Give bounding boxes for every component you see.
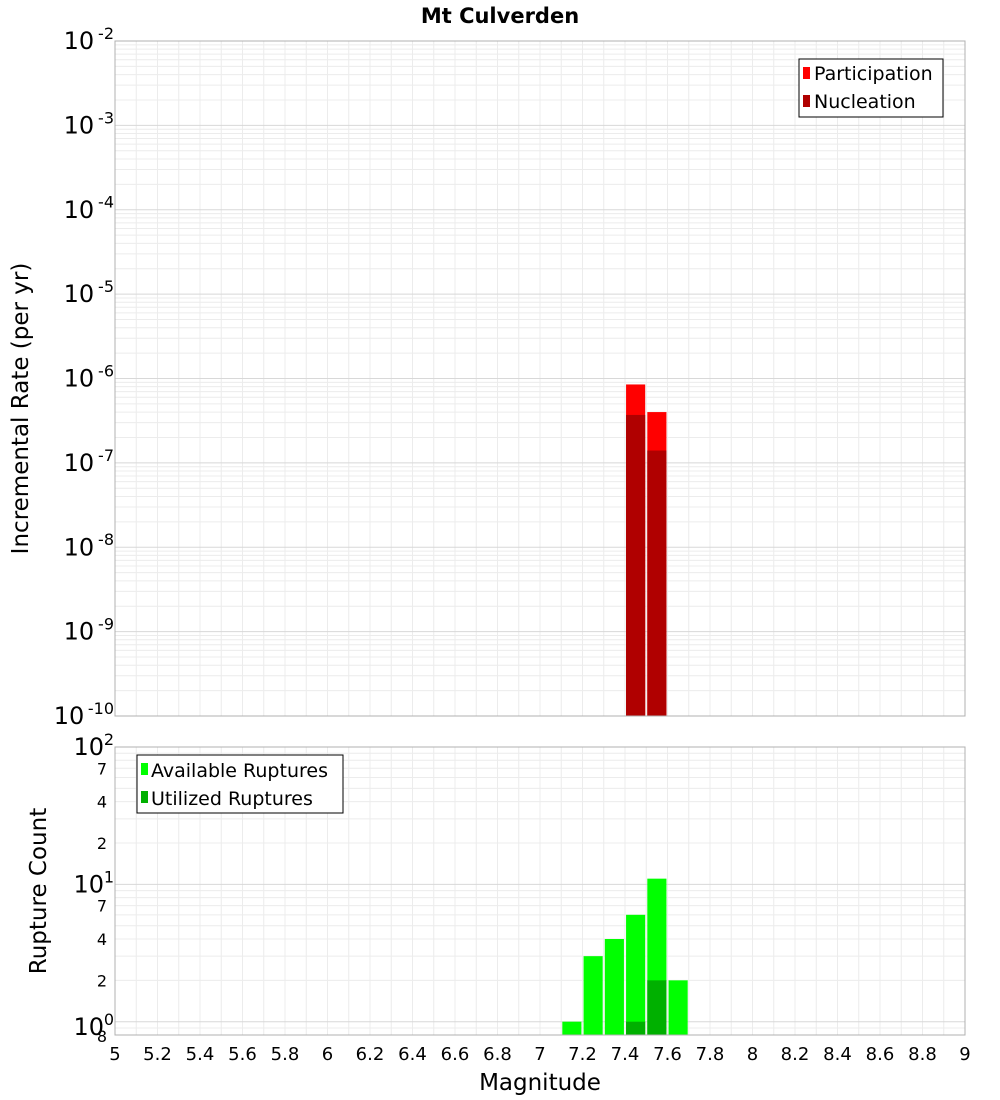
rate-y-tick-label: -910 — [64, 615, 114, 646]
count-legend: Available Ruptures Utilized Ruptures — [136, 754, 344, 814]
x-tick-label: 7 — [534, 1044, 545, 1065]
legend-label: Available Ruptures — [151, 760, 328, 782]
count-y-tick-label-exponent: 2 — [104, 730, 114, 749]
count-plot-frame — [114, 746, 966, 1036]
x-tick-label: 5.4 — [186, 1044, 215, 1065]
legend-swatch — [803, 95, 810, 107]
x-tick-label: 7.2 — [568, 1044, 597, 1065]
rate-plot-frame — [114, 40, 966, 717]
count-y-tick-label: 210 — [74, 730, 114, 761]
rate-y-tick-label-mantissa: 10 — [64, 27, 95, 55]
rate-y-tick-label-exponent: -3 — [98, 108, 114, 127]
legend-swatch — [803, 67, 810, 79]
x-tick-label: 8.2 — [781, 1044, 810, 1065]
count-y-tick-label: 010 — [74, 1010, 114, 1041]
x-tick-label: 8 — [747, 1044, 758, 1065]
x-tick-label: 8.4 — [823, 1044, 852, 1065]
x-axis-label: Magnitude — [479, 1070, 601, 1096]
bar-nucleation — [626, 414, 646, 716]
rate-y-tick-label: -810 — [64, 530, 114, 561]
x-tick-label: 6.6 — [441, 1044, 470, 1065]
bar-available-ruptures — [604, 939, 624, 1035]
rate-y-tick-label-exponent: -2 — [98, 24, 114, 43]
count-y-tick-label-exponent: 0 — [104, 1010, 114, 1029]
bar-utilized-ruptures — [647, 980, 667, 1035]
rate-y-tick-label-exponent: -8 — [98, 530, 114, 549]
bar-available-ruptures — [583, 956, 603, 1035]
x-tick-label: 7.8 — [696, 1044, 725, 1065]
rate-y-tick-label-exponent: -7 — [98, 446, 114, 465]
x-tick-label: 5.2 — [143, 1044, 172, 1065]
count-y-minor-tick-label: 7 — [97, 759, 107, 778]
rate-y-tick-label: -310 — [64, 108, 114, 139]
x-tick-label: 7.6 — [653, 1044, 682, 1065]
rate-legend-box — [798, 58, 944, 118]
count-y-minor-tick-label: 7 — [97, 897, 107, 916]
chart-title: Mt Culverden — [421, 4, 579, 28]
count-y-minor-tick-label: 4 — [97, 793, 107, 812]
rate-panel: -210-310-410-510-610-710-810-910-1010Inc… — [8, 24, 966, 730]
bar-available-ruptures — [626, 914, 646, 1035]
rate-y-tick-label: -610 — [64, 361, 114, 392]
count-y-tick-label-mantissa: 10 — [74, 1013, 105, 1041]
rate-y-tick-label: -210 — [64, 24, 114, 55]
x-tick-label: 9 — [959, 1044, 970, 1065]
rate-y-tick-label: -410 — [64, 193, 114, 224]
count-y-tick-label-mantissa: 10 — [74, 870, 105, 898]
count-legend-box — [136, 754, 344, 814]
bar-utilized-ruptures — [626, 1021, 646, 1035]
count-y-minor-tick-label: 4 — [97, 930, 107, 949]
x-tick-label: 5 — [109, 1044, 120, 1065]
count-y-minor-tick-label: 2 — [97, 834, 107, 853]
x-tick-label: 6.4 — [398, 1044, 427, 1065]
rate-y-tick-label-exponent: -10 — [88, 699, 114, 718]
rate-y-tick-label-exponent: -5 — [98, 277, 114, 296]
rate-y-tick-label: -510 — [64, 277, 114, 308]
x-tick-label: 5.8 — [271, 1044, 300, 1065]
count-y-axis-label: Rupture Count — [26, 808, 52, 974]
rate-y-axis-label: Incremental Rate (per yr) — [8, 263, 34, 555]
legend-swatch — [141, 763, 148, 775]
rate-y-tick-label-mantissa: 10 — [64, 618, 95, 646]
rate-y-tick-label-mantissa: 10 — [64, 280, 95, 308]
rate-legend: Participation Nucleation — [798, 58, 944, 118]
rate-y-tick-label-exponent: -6 — [98, 361, 114, 380]
x-tick-label: 6.2 — [356, 1044, 385, 1065]
legend-label: Utilized Ruptures — [151, 788, 313, 810]
bar-available-ruptures — [668, 980, 688, 1035]
count-y-minor-tick-label: 2 — [97, 971, 107, 990]
x-tick-label: 7.4 — [611, 1044, 640, 1065]
legend-label: Nucleation — [814, 91, 916, 113]
count-y-tick-label-exponent: 1 — [104, 867, 114, 886]
count-y-tick-label: 110 — [74, 867, 114, 898]
x-tick-label: 5.6 — [228, 1044, 257, 1065]
x-tick-label: 6.8 — [483, 1044, 512, 1065]
count-y-tick-label-mantissa: 10 — [74, 733, 105, 761]
count-y-minor-tick-label: 8 — [97, 1027, 107, 1046]
rate-y-tick-label-mantissa: 10 — [54, 702, 85, 730]
rate-y-tick-label-mantissa: 10 — [64, 533, 95, 561]
rate-y-tick-label-mantissa: 10 — [64, 196, 95, 224]
rate-y-tick-label-mantissa: 10 — [64, 365, 95, 393]
x-tick-label: 8.6 — [866, 1044, 895, 1065]
rate-y-tick-label: -710 — [64, 446, 114, 477]
rate-y-tick-label-mantissa: 10 — [64, 111, 95, 139]
legend-swatch — [141, 791, 148, 803]
rate-y-tick-label-exponent: -9 — [98, 615, 114, 634]
x-tick-label: 8.8 — [908, 1044, 937, 1065]
bar-nucleation — [647, 450, 667, 716]
rate-y-tick-label-exponent: -4 — [98, 193, 114, 212]
bar-available-ruptures — [562, 1021, 582, 1035]
x-tick-label: 6 — [322, 1044, 333, 1065]
rate-y-tick-label-mantissa: 10 — [64, 449, 95, 477]
legend-label: Participation — [814, 63, 933, 85]
